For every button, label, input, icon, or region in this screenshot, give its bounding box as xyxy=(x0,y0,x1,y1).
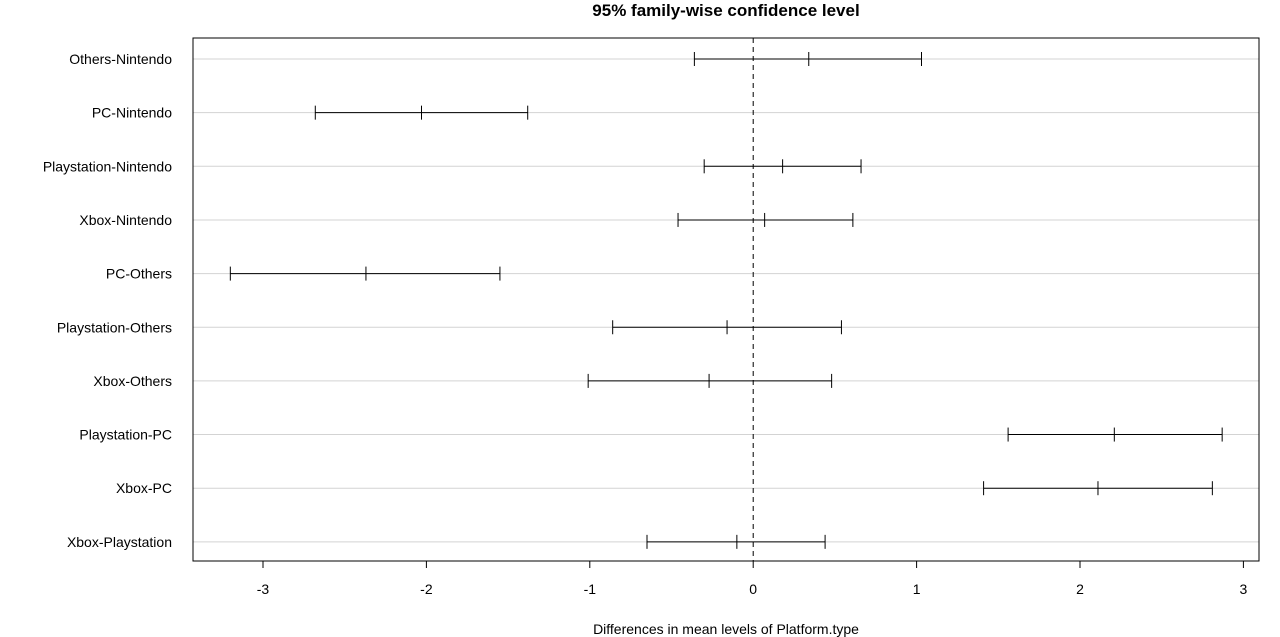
x-axis-label: Differences in mean levels of Platform.t… xyxy=(593,621,859,637)
category-label: Playstation-Others xyxy=(57,319,172,335)
interval-pc-nintendo xyxy=(314,105,529,120)
x-tick-label: 3 xyxy=(1240,581,1248,597)
plot-frame xyxy=(192,37,1260,562)
interval-xbox-playstation xyxy=(646,534,826,549)
category-label: Xbox-Nintendo xyxy=(79,212,172,228)
x-tick-label: 0 xyxy=(749,581,757,597)
y-axis-labels: Others-Nintendo PC-Nintendo Playstation-Ni… xyxy=(43,51,172,550)
interval-playstation-nintendo xyxy=(703,159,862,174)
x-tick-label: 1 xyxy=(913,581,921,597)
chart-title: 95% family-wise confidence level xyxy=(592,1,859,20)
interval-pc-others xyxy=(229,266,501,281)
interval-xbox-others xyxy=(587,373,833,388)
interval-others-nintendo xyxy=(693,52,923,66)
category-label: Xbox-Others xyxy=(93,373,172,389)
category-label: Others-Nintendo xyxy=(69,51,172,67)
category-label: Playstation-Nintendo xyxy=(43,158,172,174)
x-tick-label: 2 xyxy=(1076,581,1084,597)
interval-playstation-others xyxy=(612,320,842,335)
x-tick-label: -2 xyxy=(420,581,433,597)
category-label: PC-Nintendo xyxy=(92,105,172,121)
x-tick-label: -1 xyxy=(584,581,597,597)
confidence-intervals xyxy=(229,52,1223,549)
category-label: Xbox-PC xyxy=(116,480,172,496)
interval-xbox-nintendo xyxy=(677,212,854,227)
grid-lines xyxy=(193,58,1259,543)
x-tick-label: -3 xyxy=(257,581,270,597)
category-label: Playstation-PC xyxy=(79,427,172,443)
category-label: Xbox-Playstation xyxy=(67,534,172,550)
category-label: PC-Others xyxy=(106,266,172,282)
interval-xbox-pc xyxy=(983,481,1213,496)
interval-playstation-pc xyxy=(1007,427,1223,442)
x-axis: -3 -2 -1 0 1 2 3 xyxy=(257,561,1248,597)
